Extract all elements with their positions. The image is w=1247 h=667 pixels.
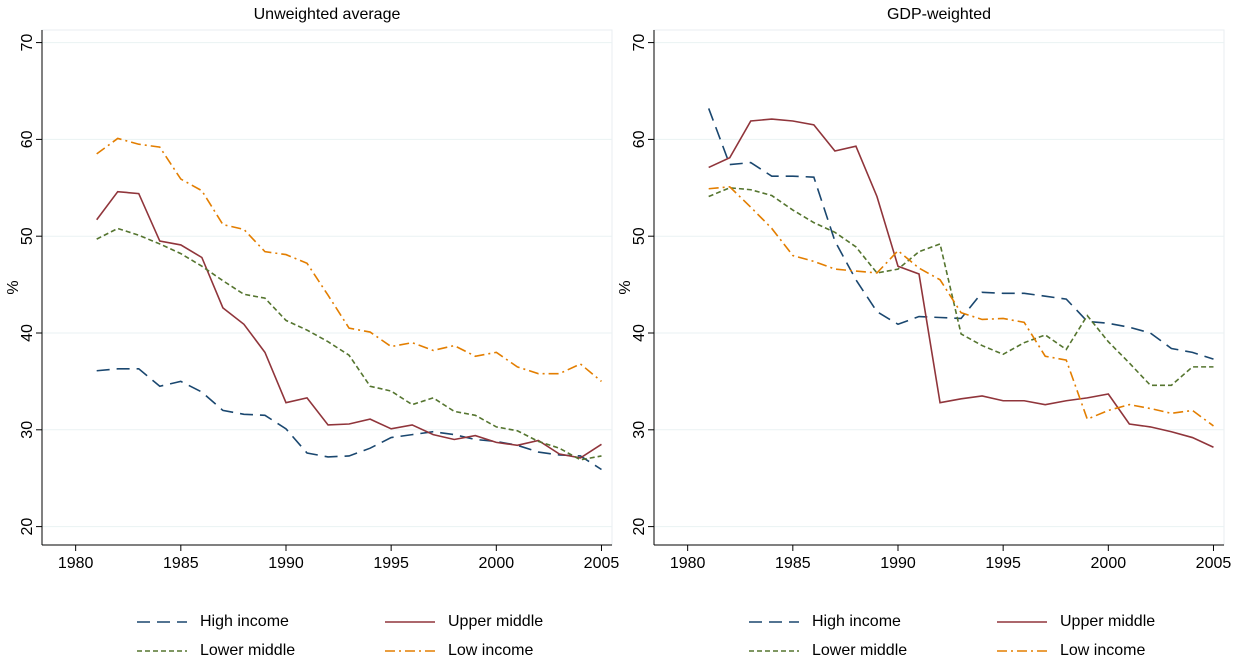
x-tick-label: 1995 <box>985 555 1021 572</box>
plot-area <box>653 29 1225 546</box>
series-line <box>96 190 602 459</box>
y-axis-label: % <box>5 280 22 294</box>
x-tick-label: 1980 <box>58 555 94 572</box>
y-tick-label: 40 <box>631 324 648 342</box>
y-tick-label: 30 <box>19 421 36 439</box>
y-tick-label: 60 <box>631 130 648 148</box>
x-tick-label: 2000 <box>1091 555 1127 572</box>
legend-label: Low income <box>1060 642 1145 659</box>
y-tick-label: 50 <box>19 227 36 245</box>
legend-label: Lower middle <box>812 642 907 659</box>
y-tick-label: 50 <box>631 227 648 245</box>
legend-label: Lower middle <box>200 642 295 659</box>
y-tick-label: 30 <box>631 421 648 439</box>
plot-area <box>41 29 613 546</box>
chart-title: Unweighted average <box>254 6 401 23</box>
series-line <box>96 227 602 461</box>
x-tick-label: 1985 <box>163 555 199 572</box>
chart-title: GDP-weighted <box>887 6 991 23</box>
series-line <box>708 186 1214 387</box>
x-tick-label: 1995 <box>373 555 409 572</box>
series-line <box>708 118 1214 448</box>
series-line <box>96 137 602 383</box>
y-tick-label: 20 <box>631 518 648 536</box>
x-tick-label: 1990 <box>880 555 916 572</box>
y-tick-label: 70 <box>631 34 648 52</box>
legend-label: High income <box>200 613 289 630</box>
x-tick-label: 2005 <box>1196 555 1232 572</box>
y-tick-label: 70 <box>19 34 36 52</box>
y-tick-label: 60 <box>19 130 36 148</box>
y-tick-label: 40 <box>19 324 36 342</box>
x-tick-label: 1985 <box>775 555 811 572</box>
x-tick-label: 1980 <box>670 555 706 572</box>
y-tick-label: 20 <box>19 518 36 536</box>
x-tick-label: 1990 <box>268 555 304 572</box>
x-tick-label: 2005 <box>584 555 620 572</box>
legend-label: Upper middle <box>1060 613 1155 630</box>
series-line <box>708 185 1214 427</box>
x-tick-label: 2000 <box>479 555 515 572</box>
panel: GDP-weighted% 20 30 40 50 60 70 1980 1985 1990 199… <box>617 6 1231 659</box>
legend-label: Low income <box>448 642 533 659</box>
series-line <box>707 108 1214 360</box>
legend-label: High income <box>812 613 901 630</box>
series-line <box>96 368 602 471</box>
legend-label: Upper middle <box>448 613 543 630</box>
panel: Unweighted average% 20 30 40 50 60 70 1980 1985 1… <box>5 6 619 659</box>
y-axis-label: % <box>617 280 634 294</box>
